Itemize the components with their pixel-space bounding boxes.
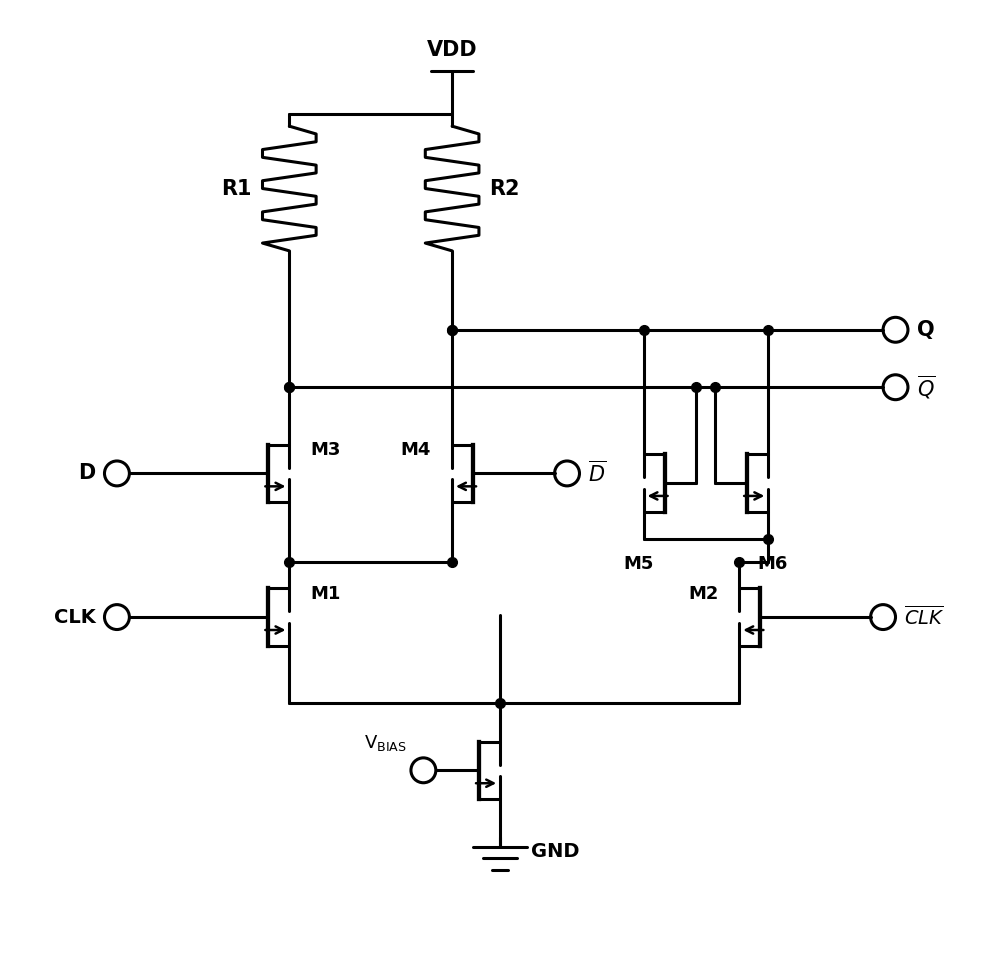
Text: $\overline{CLK}$: $\overline{CLK}$ [904,606,945,629]
Text: $\overline{D}$: $\overline{D}$ [588,461,606,486]
Text: M5: M5 [624,555,654,574]
Text: M3: M3 [310,441,341,459]
Text: M2: M2 [688,584,718,603]
Text: Q: Q [917,320,934,340]
Text: R1: R1 [221,179,252,199]
Text: D: D [79,464,96,483]
Text: $\overline{Q}$: $\overline{Q}$ [917,374,935,401]
Text: M1: M1 [310,584,341,603]
Text: M6: M6 [758,555,788,574]
Text: GND: GND [531,842,579,862]
Text: R2: R2 [490,179,520,199]
Text: $\mathrm{V_{BIAS}}$: $\mathrm{V_{BIAS}}$ [364,733,407,753]
Text: VDD: VDD [427,40,477,60]
Text: CLK: CLK [54,608,96,627]
Text: M4: M4 [401,441,431,459]
